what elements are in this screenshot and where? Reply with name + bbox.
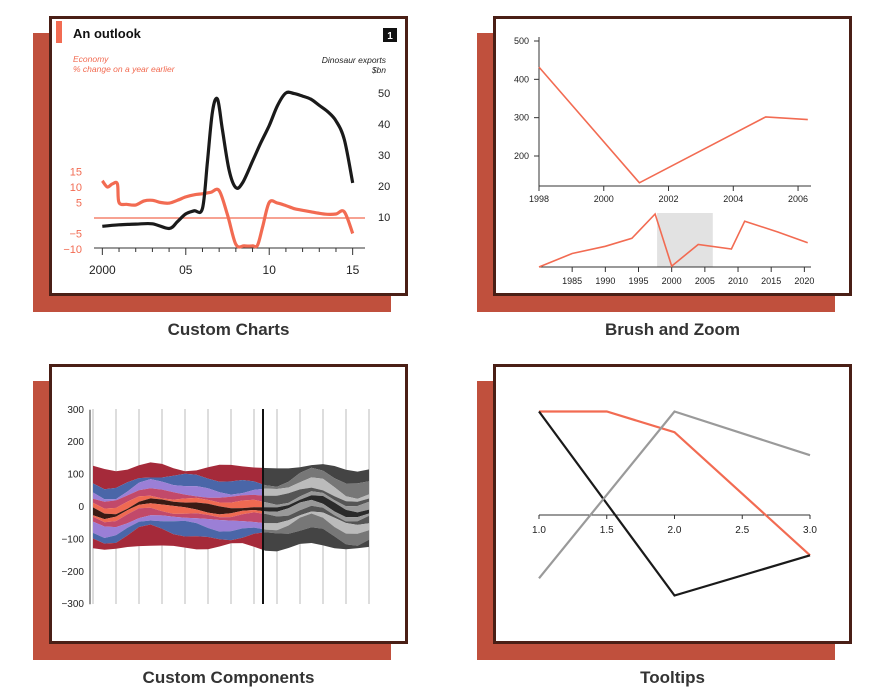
focus-x-tick-label: 1998: [529, 194, 549, 204]
stream-gray-layer: [263, 477, 369, 502]
caption-brush-zoom[interactable]: Brush and Zoom: [604, 320, 741, 339]
x-tick-label: 2.0: [668, 525, 682, 536]
focus-y-tick-label: 500: [514, 36, 529, 46]
left-axis-label: Economy: [73, 54, 109, 64]
y-tick-label: −200: [61, 567, 84, 578]
x-tick-label: 1.5: [600, 525, 614, 536]
brush-zoom-chart[interactable]: 200 300 400 500 1998 2000 2002 2004 2006 1985 1990…: [496, 19, 849, 293]
stream-color-layer: [93, 495, 263, 515]
left-tick-label: 15: [70, 167, 82, 179]
x-tick-label: 10: [263, 263, 277, 277]
x-tick-label: 2000: [89, 263, 116, 277]
stream-gray-layer: [263, 467, 369, 499]
card-frame: An outlook 1 Economy % change on a year …: [49, 16, 408, 296]
right-axis-label: Dinosaur exports: [322, 55, 387, 65]
context-x-tick-label: 2010: [728, 276, 748, 286]
tooltips-chart[interactable]: 1.0 1.5 2.0 2.5 3.0: [496, 367, 849, 641]
left-tick-label: −5: [69, 229, 82, 241]
right-tick-label: 40: [378, 119, 390, 131]
x-tick-label: 3.0: [803, 525, 817, 536]
stream-gray-layer: [263, 487, 369, 507]
x-tick-label: 2.5: [735, 525, 749, 536]
y-tick-label: 100: [67, 470, 84, 481]
context-x-tick-label: 2015: [761, 276, 781, 286]
left-tick-label: 10: [70, 182, 82, 194]
stream-color-layer: [93, 520, 263, 544]
card-frame: 200 300 400 500 1998 2000 2002 2004 2006 1985 1990…: [493, 16, 852, 296]
title-marker: [56, 21, 62, 43]
context-x-tick-label: 1985: [562, 276, 582, 286]
stream-gray-group: [263, 464, 369, 552]
stream-gray-layer: [263, 513, 369, 546]
stream-color-group: [93, 462, 263, 550]
y-tick-label: −100: [61, 534, 84, 545]
economy-line: [101, 179, 355, 249]
right-tick-label: 10: [378, 212, 390, 224]
exports-line: [102, 90, 355, 231]
stream-gray-layer: [263, 527, 369, 552]
coral-series-line: [539, 410, 811, 557]
caption-tooltips[interactable]: Tooltips: [640, 668, 705, 687]
right-tick-label: 30: [378, 150, 390, 162]
custom-chart[interactable]: An outlook 1 Economy % change on a year …: [52, 19, 405, 293]
x-tick-label: 1.0: [532, 525, 546, 536]
stream-gray-layer: [263, 505, 369, 525]
context-x-tick-label: 1995: [628, 276, 648, 286]
context-line: [538, 212, 808, 268]
focus-line: [538, 66, 808, 184]
badge-number: 1: [387, 31, 393, 42]
left-axis-sublabel: % change on a year earlier: [73, 64, 176, 74]
card-frame: 1.0 1.5 2.0 2.5 3.0: [493, 364, 852, 644]
caption-custom-charts[interactable]: Custom Charts: [167, 320, 290, 339]
card-frame: 300 200 100 0 −100 −200 −300: [49, 364, 408, 644]
stream-color-layer: [93, 498, 263, 520]
streamgraph-chart[interactable]: 300 200 100 0 −100 −200 −300: [52, 367, 405, 641]
caption-custom-components[interactable]: Custom Components: [142, 668, 315, 687]
focus-x-tick-label: 2000: [594, 194, 614, 204]
focus-y-tick-label: 400: [514, 74, 529, 84]
y-tick-label: 0: [78, 502, 84, 513]
x-tick-label: 05: [179, 263, 193, 277]
stream-color-layer: [93, 488, 263, 509]
badge-box: [383, 28, 397, 42]
context-x-tick-label: 2000: [662, 276, 682, 286]
stream-gray-layer: [263, 499, 369, 522]
chart-title: An outlook: [73, 26, 142, 41]
stream-gray-layer: [263, 464, 369, 487]
stream-gray-layer: [263, 511, 369, 534]
stream-color-layer: [93, 473, 263, 500]
y-tick-label: −300: [61, 599, 84, 610]
context-x-tick-label: 1990: [595, 276, 615, 286]
stream-color-layer: [93, 524, 263, 550]
focus-y-tick-label: 200: [514, 151, 529, 161]
x-tick-label: 15: [346, 263, 360, 277]
focus-x-tick-label: 2004: [723, 194, 743, 204]
stream-color-layer: [93, 479, 263, 502]
stream-gray-layer: [263, 491, 369, 513]
black-series-line: [538, 410, 811, 597]
context-x-tick-label: 2020: [794, 276, 814, 286]
right-axis-sublabel: $bn: [371, 65, 386, 75]
focus-x-tick-label: 2002: [659, 194, 679, 204]
stream-color-layer: [93, 462, 263, 490]
y-tick-label: 200: [67, 437, 84, 448]
context-x-tick-label: 2005: [695, 276, 715, 286]
left-tick-label: 5: [76, 198, 82, 210]
y-tick-label: 300: [67, 405, 84, 416]
gray-series-line: [538, 410, 811, 579]
stream-color-layer: [93, 503, 263, 523]
stream-gray-layer: [263, 495, 369, 518]
focus-x-tick-label: 2006: [788, 194, 808, 204]
right-tick-label: 50: [378, 88, 390, 100]
brush-selection: [657, 213, 713, 267]
stream-color-layer: [93, 515, 263, 538]
focus-y-tick-label: 300: [514, 113, 529, 123]
right-tick-label: 20: [378, 181, 390, 193]
left-tick-label: −10: [63, 244, 82, 256]
stream-color-layer: [93, 507, 263, 528]
